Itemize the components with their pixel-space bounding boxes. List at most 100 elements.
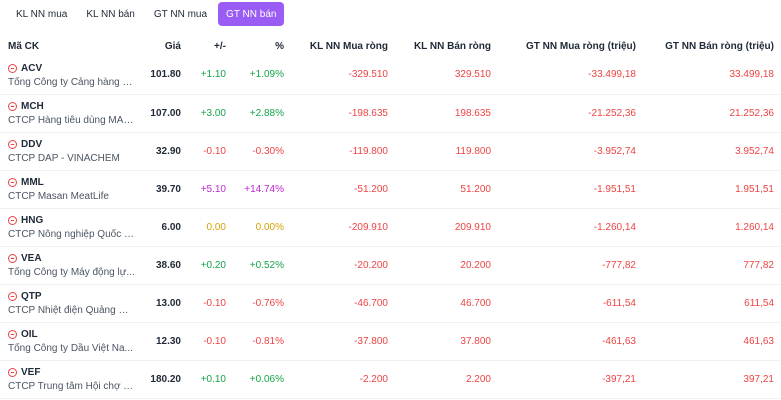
tab-kl-nn-ban[interactable]: KL NN bán (86, 8, 135, 20)
kl-mua-rong-cell: -2.200 (291, 360, 395, 399)
stock-code[interactable]: MCH (21, 101, 44, 112)
price-cell: 39.70 (135, 170, 188, 209)
stock-code[interactable]: ACV (21, 62, 43, 74)
percent-cell: +0.52% (233, 246, 291, 285)
price-cell: 107.00 (135, 94, 188, 133)
minus-circle-icon[interactable] (8, 330, 17, 339)
table-body: ACV Tổng Công ty Cảng hàng k... 101.80 +… (0, 56, 781, 399)
table-row[interactable]: MCH CTCP Hàng tiêu dùng MAS... 107.00 +3… (0, 94, 781, 133)
stock-code-line: DDV (8, 138, 135, 151)
company-name: CTCP Masan MeatLife (8, 191, 109, 202)
gt-mua-rong-cell: -1.260,14 (498, 208, 643, 247)
stock-code[interactable]: HNG (21, 215, 44, 226)
stock-code-line: QTP (8, 290, 135, 303)
change-cell: 0.00 (188, 208, 233, 247)
header-percent[interactable]: % (275, 40, 284, 52)
gt-ban-rong-cell: 1.951,51 (643, 170, 781, 209)
minus-circle-icon[interactable] (8, 140, 17, 149)
kl-ban-rong-cell: 119.800 (395, 132, 498, 171)
table-header-row: Mã CK Giá +/- % KL NN Mua ròng KL NN Bán… (0, 36, 781, 56)
table-row[interactable]: ACV Tổng Công ty Cảng hàng k... 101.80 +… (0, 56, 781, 95)
gt-mua-rong-cell: -1.951,51 (498, 170, 643, 209)
price-cell: 101.80 (135, 56, 188, 95)
kl-mua-rong-cell: -119.800 (291, 132, 395, 171)
stock-code[interactable]: OIL (21, 329, 38, 340)
percent-cell: -0.81% (233, 322, 291, 361)
table-row[interactable]: VEF CTCP Trung tâm Hội chợ T... 180.20 +… (0, 360, 781, 399)
stock-cell: DDV CTCP DAP - VINACHEM (0, 132, 135, 171)
gt-ban-rong-cell: 777,82 (643, 246, 781, 285)
minus-circle-icon[interactable] (8, 216, 17, 225)
minus-circle-icon[interactable] (8, 178, 17, 187)
stock-code[interactable]: VEF (21, 367, 41, 378)
kl-ban-rong-cell: 46.700 (395, 284, 498, 323)
stock-code-line: OIL (8, 328, 135, 341)
table-row[interactable]: HNG CTCP Nông nghiệp Quốc t... 6.00 0.00… (0, 208, 781, 247)
price-cell: 180.20 (135, 360, 188, 399)
minus-circle-icon[interactable] (8, 368, 17, 377)
stock-cell: VEF CTCP Trung tâm Hội chợ T... (0, 360, 135, 399)
price-cell: 38.60 (135, 246, 188, 285)
gt-mua-rong-cell: -33.499,18 (498, 56, 643, 95)
kl-mua-rong-cell: -37.800 (291, 322, 395, 361)
table-row[interactable]: OIL Tổng Công ty Dầu Việt Na... 12.30 -0… (0, 322, 781, 361)
kl-ban-rong-cell: 51.200 (395, 170, 498, 209)
table-row[interactable]: DDV CTCP DAP - VINACHEM 32.90 -0.10 -0.3… (0, 132, 781, 171)
stock-code-line: MCH (8, 100, 135, 113)
company-name: Tổng Công ty Dầu Việt Na... (8, 343, 133, 354)
gt-mua-rong-cell: -611,54 (498, 284, 643, 323)
kl-mua-rong-cell: -198.635 (291, 94, 395, 133)
header-gt-mua-rong[interactable]: GT NN Mua ròng (triệu) (526, 40, 636, 52)
gt-mua-rong-cell: -3.952,74 (498, 132, 643, 171)
header-kl-ban-rong[interactable]: KL NN Bán ròng (413, 40, 491, 52)
change-cell: +3.00 (188, 94, 233, 133)
price-cell: 32.90 (135, 132, 188, 171)
stock-code[interactable]: VEA (21, 253, 42, 264)
stock-code[interactable]: MML (21, 177, 44, 188)
kl-mua-rong-cell: -20.200 (291, 246, 395, 285)
kl-ban-rong-cell: 37.800 (395, 322, 498, 361)
table-row[interactable]: QTP CTCP Nhiệt điện Quảng Ninh 13.00 -0.… (0, 284, 781, 323)
minus-circle-icon[interactable] (8, 102, 17, 111)
minus-circle-icon[interactable] (8, 254, 17, 263)
stock-code-line: VEF (8, 366, 135, 379)
header-ma-ck[interactable]: Mã CK (8, 40, 40, 52)
percent-cell: -0.30% (233, 132, 291, 171)
price-cell: 6.00 (135, 208, 188, 247)
gt-ban-rong-cell: 33.499,18 (643, 56, 781, 95)
header-gia[interactable]: Giá (164, 40, 181, 52)
percent-cell: 0.00% (233, 208, 291, 247)
percent-cell: +14.74% (233, 170, 291, 209)
header-gt-ban-rong[interactable]: GT NN Bán ròng (triệu) (665, 40, 774, 52)
gt-ban-rong-cell: 461,63 (643, 322, 781, 361)
company-name: Tổng Công ty Cảng hàng k... (8, 76, 135, 88)
kl-mua-rong-cell: -209.910 (291, 208, 395, 247)
change-cell: +0.10 (188, 360, 233, 399)
percent-cell: +0.06% (233, 360, 291, 399)
table-row[interactable]: MML CTCP Masan MeatLife 39.70 +5.10 +14.… (0, 170, 781, 209)
stock-cell: MCH CTCP Hàng tiêu dùng MAS... (0, 94, 135, 133)
tab-gt-nn-ban[interactable]: GT NN bán (218, 2, 285, 26)
stock-cell: QTP CTCP Nhiệt điện Quảng Ninh (0, 284, 135, 323)
minus-circle-icon[interactable] (8, 292, 17, 301)
kl-ban-rong-cell: 2.200 (395, 360, 498, 399)
minus-circle-icon[interactable] (8, 63, 17, 73)
stock-code[interactable]: DDV (21, 139, 43, 150)
table-row[interactable]: VEA Tổng Công ty Máy động lự... 38.60 +0… (0, 246, 781, 285)
kl-ban-rong-cell: 209.910 (395, 208, 498, 247)
tab-gt-nn-mua[interactable]: GT NN mua (153, 8, 208, 20)
kl-mua-rong-cell: -51.200 (291, 170, 395, 209)
tab-kl-nn-mua[interactable]: KL NN mua (16, 8, 68, 20)
gt-ban-rong-cell: 397,21 (643, 360, 781, 399)
kl-ban-rong-cell: 198.635 (395, 94, 498, 133)
header-change[interactable]: +/- (214, 40, 226, 52)
header-kl-mua-rong[interactable]: KL NN Mua ròng (309, 40, 388, 52)
gt-ban-rong-cell: 611,54 (643, 284, 781, 323)
price-cell: 12.30 (135, 322, 188, 361)
stock-code[interactable]: QTP (21, 291, 42, 302)
gt-mua-rong-cell: -397,21 (498, 360, 643, 399)
company-name: CTCP Trung tâm Hội chợ T... (8, 381, 135, 392)
gt-ban-rong-cell: 1.260,14 (643, 208, 781, 247)
company-name: CTCP Nhiệt điện Quảng Ninh (8, 305, 135, 316)
stock-cell: OIL Tổng Công ty Dầu Việt Na... (0, 322, 135, 361)
